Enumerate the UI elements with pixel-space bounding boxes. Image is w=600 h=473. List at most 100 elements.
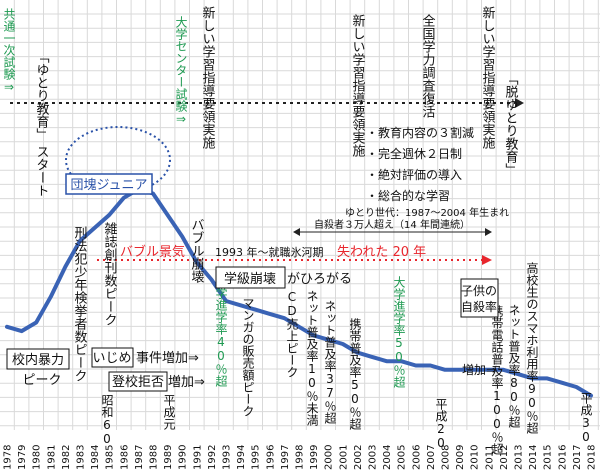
- x-tick-label: 2015: [543, 445, 554, 470]
- showa60-label: 昭和60: [100, 394, 114, 446]
- data-point-2008: [443, 368, 447, 372]
- data-point-1982: [63, 265, 67, 269]
- x-tick-label: 1978: [3, 445, 14, 470]
- data-point-1989: [166, 213, 170, 217]
- grid: [0, 0, 600, 430]
- x-tick-label: 2016: [557, 445, 568, 470]
- kodomo-box: [460, 278, 499, 318]
- x-tick-label: 2008: [441, 445, 452, 470]
- data-point-2010: [472, 368, 476, 372]
- keihan-label: 刑法犯少年検挙者数ピーク: [72, 226, 88, 382]
- x-tick-label: 2003: [368, 445, 379, 470]
- x-tick-label: 1994: [236, 445, 247, 470]
- ijime-label: いじめ: [92, 351, 131, 366]
- bullet-1: ・教育内容の３割減: [366, 125, 474, 140]
- dankai-dotted-ellipse: [65, 126, 171, 194]
- data-point-2007: [428, 363, 432, 368]
- net10-label: ネット普及率10％未満: [305, 290, 319, 427]
- suicide-label: 自殺者３万人超え（14 年間連続）: [314, 218, 470, 231]
- x-tick-label: 2002: [353, 445, 364, 470]
- x-tick-label: 1997: [280, 445, 291, 470]
- x-tick-label: 2012: [499, 445, 510, 470]
- x-tick-label: 1985: [105, 445, 116, 470]
- x-tick-label: 1981: [46, 445, 57, 470]
- daigaku50-label: 大学進学率50％超: [392, 276, 406, 389]
- kyotsu-label: 共通一次試験⇒: [2, 8, 16, 94]
- x-tick-label: 1992: [207, 445, 218, 470]
- net80-label: ネット普及率80％超: [507, 304, 521, 429]
- data-point-1990: [180, 234, 184, 239]
- shin-2-label: 新しい学習指導要領実施: [350, 13, 366, 157]
- yutori-arrow-head: [515, 98, 524, 108]
- x-tick-label: 2014: [528, 445, 539, 470]
- x-tick-label: 1982: [61, 445, 72, 470]
- data-point-2000: [326, 338, 330, 342]
- data-point-2009: [458, 368, 462, 372]
- data-point-1997: [282, 316, 286, 320]
- data-point-1999: [312, 333, 316, 337]
- data-point-1991: [195, 260, 199, 264]
- bullet-2: ・完全週休２日制: [366, 146, 462, 161]
- x-tick-label: 1980: [32, 445, 43, 470]
- x-tick-label: 2001: [338, 445, 349, 470]
- heisei1-label: 平成元: [162, 394, 176, 431]
- data-point-1984: [93, 226, 97, 230]
- zenkoku-label: 全国学力調査復活: [420, 13, 436, 118]
- suicide-arrow-right: [485, 228, 492, 236]
- data-point-1995: [253, 308, 257, 312]
- keitai100-label: 携帯電話普及率100％超: [490, 304, 504, 456]
- x-tick-label: 1983: [76, 445, 87, 470]
- smartphone-label: 高校生のスマホ利用率90％超: [525, 261, 539, 435]
- x-tick-label: 1984: [90, 445, 101, 470]
- data-point-1993: [224, 299, 228, 303]
- x-tick-label: 1999: [309, 445, 320, 470]
- x-tick-label: 2007: [426, 445, 437, 470]
- timeline-arrows: [10, 98, 524, 265]
- x-tick-label: 2011: [484, 445, 495, 470]
- data-point-2004: [385, 359, 389, 363]
- x-tick-label: 1995: [251, 445, 262, 470]
- bubble-crash-label: バブル崩壊: [189, 218, 205, 284]
- data-point-2014: [531, 376, 535, 380]
- x-tick-label: 1986: [119, 445, 130, 470]
- konai-label: 校内暴力: [12, 352, 64, 368]
- ijime-box: [91, 347, 134, 368]
- tokou-box: [108, 371, 168, 392]
- bubble-lost-arrow-head: [482, 255, 492, 265]
- heisei20-label: 平成20: [434, 398, 448, 450]
- tokou-label: 登校拒否: [112, 374, 164, 390]
- data-point-1985: [107, 213, 111, 217]
- data-point-2001: [341, 342, 345, 346]
- ijime-increase-label: 事件増加⇒: [136, 351, 199, 366]
- x-tick-label: 2006: [411, 445, 422, 470]
- data-point-1998: [297, 325, 301, 329]
- hyogaki-label: 1993 年〜就職氷河期: [215, 245, 324, 259]
- x-tick-label: 2010: [470, 445, 481, 470]
- x-tick-label: 1989: [163, 445, 174, 470]
- series-points: [5, 187, 593, 398]
- keitai50-label: 携帯普及率50％超: [348, 317, 362, 431]
- x-tick-label: 2005: [397, 445, 408, 470]
- yutori-start-label-2: スタート: [34, 145, 49, 197]
- data-point-1994: [239, 303, 243, 307]
- x-tick-label: 2013: [514, 445, 525, 470]
- data-point-2013: [516, 372, 520, 376]
- data-point-2017: [574, 385, 579, 389]
- center-exam-label: 大学センター試験⇒: [174, 16, 188, 126]
- kodomo-label-1: 子供の: [461, 284, 497, 298]
- suicide-arrow-left: [293, 228, 300, 236]
- x-tick-label: 1993: [222, 445, 233, 470]
- cd-label: CD売上ピーク: [285, 290, 299, 378]
- x-tick-label: 2018: [587, 445, 598, 470]
- x-tick-label: 1991: [192, 445, 203, 470]
- x-tick-label: 1990: [178, 445, 189, 470]
- gakkyu-label-2: がひろがる: [287, 272, 352, 287]
- data-point-1996: [268, 312, 272, 316]
- gakkyu-label-1: 学級崩壊: [224, 271, 276, 287]
- data-point-1979: [20, 329, 24, 333]
- x-tick-label: 2009: [455, 445, 466, 470]
- x-tick-label: 1979: [17, 445, 28, 470]
- data-point-1978: [5, 325, 9, 329]
- data-point-1980: [34, 320, 38, 325]
